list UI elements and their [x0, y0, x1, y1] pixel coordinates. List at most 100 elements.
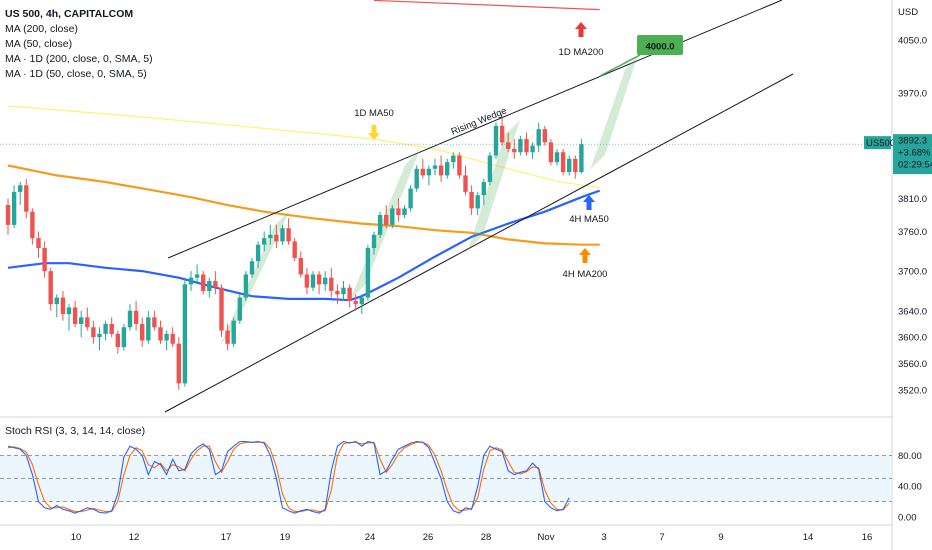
last-price-value: 3892.3	[898, 136, 927, 147]
rsi-d-line	[7, 441, 570, 513]
candle-body	[463, 175, 468, 192]
ma200-1d-arrow-icon	[575, 22, 587, 37]
time-tick-label: 26	[423, 532, 434, 543]
indicator-ma200-1d[interactable]: MA · 1D (200, close, 0, SMA, 5)	[5, 53, 153, 65]
ma200-4h-line	[7, 164, 600, 246]
impulse-highlight-1	[220, 210, 290, 345]
ma50-4h-arrow-icon	[583, 195, 595, 210]
candle-body	[390, 208, 395, 225]
candle-body	[225, 330, 230, 344]
candle-body	[353, 300, 358, 305]
candle-body	[133, 310, 139, 324]
candle-body	[79, 317, 84, 324]
symbol-title[interactable]: US 500, 4h, CAPITALCOM	[5, 8, 134, 20]
candle-body	[91, 327, 96, 338]
candle-body	[365, 248, 371, 298]
candle-body	[219, 287, 224, 331]
ma200-4h-arrow-icon	[579, 248, 591, 263]
stoch-rsi-label[interactable]: Stoch RSI (3, 3, 14, 14, close)	[5, 425, 146, 437]
indicator-ma50-1d[interactable]: MA · 1D (50, close, 0, SMA, 5)	[5, 68, 147, 80]
candle-body	[243, 274, 249, 298]
ma50-1d-line	[7, 105, 600, 189]
candle-body	[262, 238, 267, 245]
candle-body	[445, 162, 450, 176]
candle-body	[103, 323, 108, 334]
candle-body	[414, 168, 419, 189]
candle-body	[396, 208, 401, 215]
last-price-badge	[893, 134, 932, 175]
candle-body	[408, 188, 413, 209]
time-tick-label: 10	[71, 532, 82, 543]
candle-body	[66, 307, 72, 315]
price-tick-label: 3640.0	[898, 306, 927, 317]
candle-body	[146, 317, 151, 341]
stoch-rsi-panel	[0, 440, 892, 514]
candle-body	[359, 297, 364, 305]
candle-body	[36, 238, 41, 249]
candle-body	[536, 129, 541, 146]
time-tick-label: Nov	[538, 532, 555, 543]
candle-body	[109, 323, 114, 334]
candle-body	[213, 281, 218, 288]
candle-body	[347, 287, 352, 301]
ma200-1d-line	[373, 0, 600, 11]
candle-body	[323, 277, 328, 285]
candle-body	[469, 191, 474, 209]
candle-body	[231, 320, 236, 344]
price-tick-label: 3520.0	[898, 386, 927, 397]
candle-body	[274, 234, 279, 242]
candle-body	[54, 297, 59, 305]
candle-body	[207, 281, 212, 291]
candle-body	[493, 125, 499, 156]
target-pointer	[599, 54, 641, 77]
ma50-4h-line	[7, 189, 601, 302]
candle-body	[384, 215, 389, 225]
candle-body	[164, 333, 169, 341]
impulse-highlight-3	[468, 120, 520, 250]
rsi-k-line	[7, 440, 570, 514]
chart-legend: US 500, 4h, CAPITALCOM MA (200, close) M…	[5, 7, 153, 82]
ma50-1d-arrow-icon	[368, 125, 380, 140]
indicator-ma200[interactable]: MA (200, close)	[5, 23, 78, 35]
candle-body	[457, 155, 462, 176]
candle-body	[255, 244, 261, 262]
candle-body	[170, 333, 175, 344]
ma50-4h-label: 4H MA50	[569, 214, 609, 225]
candle-body	[518, 139, 523, 153]
currency-label: USD	[898, 7, 918, 18]
candle-body	[487, 155, 493, 182]
ma200-1d-label: 1D MA200	[559, 47, 604, 58]
candle-body	[426, 168, 432, 176]
candle-body	[402, 208, 407, 215]
candle-body	[512, 148, 517, 153]
price-tick-label: 4050.0	[898, 36, 927, 47]
candle-body	[329, 277, 334, 291]
candle-body	[140, 323, 145, 341]
candle-body	[18, 185, 23, 192]
symbol-badge	[864, 136, 891, 150]
candle-body	[475, 195, 480, 209]
price-tick-label: 3760.0	[898, 227, 927, 238]
candle-body	[438, 165, 444, 176]
price-tick-label: 3810.0	[898, 194, 927, 205]
indicator-ma50[interactable]: MA (50, close)	[5, 38, 73, 50]
time-tick-label: 28	[481, 532, 492, 543]
candle-body	[268, 234, 273, 239]
time-tick-label: 24	[365, 532, 376, 543]
candle-body	[573, 158, 578, 173]
candle-body	[176, 343, 181, 384]
price-tick-label: 3970.0	[898, 88, 927, 99]
bar-countdown: 02:29:54	[898, 160, 932, 171]
candle-body	[286, 228, 291, 242]
candle-body	[341, 287, 346, 295]
ma50-1d-label: 1D MA50	[354, 108, 394, 119]
candle-body	[11, 191, 17, 225]
candle-body	[530, 145, 535, 153]
candle-body	[499, 125, 505, 143]
candle-body	[579, 144, 584, 173]
time-tick-label: 16	[862, 532, 873, 543]
candle-body	[48, 271, 53, 305]
candle-body	[567, 158, 572, 173]
target-box	[637, 35, 683, 55]
